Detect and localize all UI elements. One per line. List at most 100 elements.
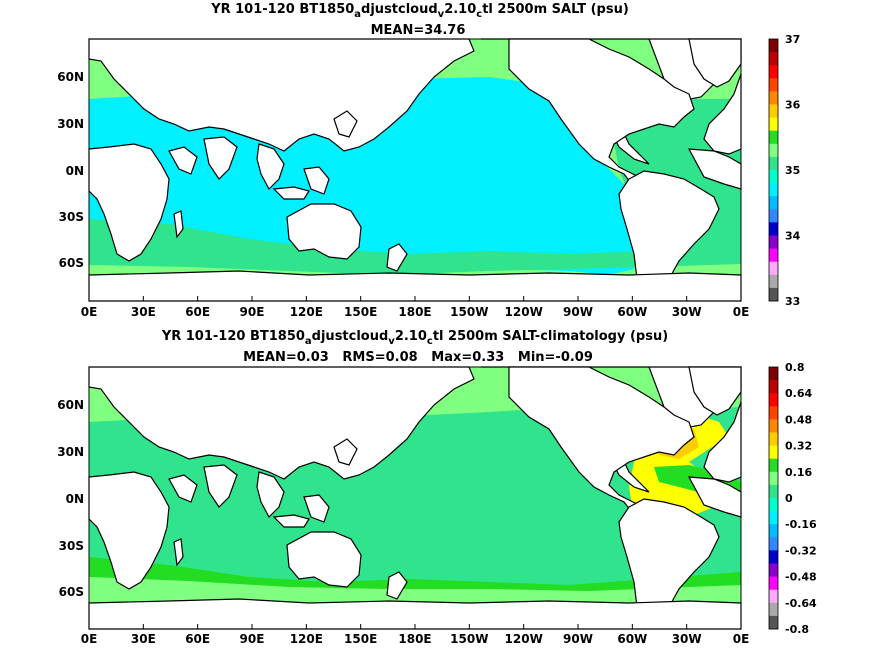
panel-2-colorbar-swatch bbox=[769, 484, 778, 499]
panel-2-colorbar-swatch bbox=[769, 458, 778, 473]
panel-1-colorbar-swatch bbox=[769, 117, 778, 131]
panel-2-xtick: 120W bbox=[505, 632, 543, 646]
panel-2-colorbar-label: -0.48 bbox=[785, 571, 817, 584]
panel-2-colorbar-swatch bbox=[769, 524, 778, 538]
panel-2-colorbar-swatch bbox=[769, 406, 778, 420]
panel-1-colorbar-swatch bbox=[769, 274, 778, 289]
panel-2-colorbar-label: 0 bbox=[785, 492, 793, 505]
panel-1-colorbar-swatch bbox=[769, 209, 778, 223]
panel-1-xtick: 60W bbox=[617, 305, 647, 319]
panel-1-colorbar-label: 33 bbox=[785, 295, 800, 308]
panel-2-colorbar: 0.8 0.64 0.48 0.32 0.16 0 -0.16 -0.32 -0.48 -0.64… bbox=[768, 361, 817, 636]
panel-1-xtick: 90E bbox=[240, 305, 265, 319]
panel-1-colorbar-swatch bbox=[769, 130, 778, 145]
panel-2-colorbar-swatch bbox=[769, 537, 778, 551]
panel-2-colorbar-swatch bbox=[769, 563, 778, 577]
panel-1-xtick: 0E bbox=[733, 305, 750, 319]
panel-1-colorbar-swatch bbox=[769, 196, 778, 210]
panel-2-colorbar-label: 0.64 bbox=[785, 387, 812, 400]
panel-2-colorbar-label: -0.32 bbox=[785, 544, 817, 557]
panel-1-southern-green bbox=[89, 219, 741, 275]
panel-1-x-axis: 0E 30E 60E 90E 120E 150E 180E 150W 120W 90W 60W 30W… bbox=[81, 296, 750, 319]
panel-2-colorbar-swatch bbox=[769, 419, 778, 433]
panel-2-xtick: 0E bbox=[81, 632, 98, 646]
panel-2-colorbar-swatch bbox=[769, 511, 778, 525]
panel-2-colorbar-swatch bbox=[769, 498, 778, 512]
panel-2-ytick: 60N bbox=[57, 398, 84, 412]
panel-2-colorbar-label: -0.16 bbox=[785, 518, 817, 531]
panel-2-colorbar-label: 0.48 bbox=[785, 413, 812, 426]
panel-2-xtick: 30W bbox=[672, 632, 702, 646]
panel-2-map bbox=[88, 366, 742, 630]
panel-2-xtick: 60E bbox=[185, 632, 210, 646]
panel-1-colorbar-label: 36 bbox=[785, 99, 801, 112]
panel-2-xtick: 0E bbox=[733, 632, 750, 646]
panel-2-xtick: 90E bbox=[240, 632, 265, 646]
panel-1-xtick: 60E bbox=[185, 305, 210, 319]
panel-2-ytick: 30N bbox=[57, 445, 84, 459]
panel-2: YR 101-120 BT1850adjustcloudv2.10ctl 250… bbox=[57, 329, 817, 646]
panel-1-colorbar-swatch bbox=[769, 222, 778, 236]
panel-2-colorbar-swatch bbox=[769, 445, 778, 459]
panel-2-southern-light-green bbox=[89, 577, 741, 603]
panel-2-colorbar-swatch bbox=[769, 550, 778, 564]
panel-1-y-axis: 60N 30N 0N 30S 60S bbox=[57, 70, 84, 270]
panel-2-xtick: 30E bbox=[131, 632, 156, 646]
panel-2-colorbar-swatch bbox=[769, 471, 778, 486]
panel-1-ytick: 60N bbox=[57, 70, 84, 84]
panel-1-colorbar-swatch bbox=[769, 183, 778, 197]
panel-1-xtick: 0E bbox=[81, 305, 98, 319]
panel-1-xtick: 150W bbox=[450, 305, 488, 319]
panel-1-xtick: 150E bbox=[344, 305, 377, 319]
panel-1-colorbar-swatch bbox=[769, 104, 778, 118]
panel-2-title: YR 101-120 BT1850adjustcloudv2.10ctl 250… bbox=[161, 329, 668, 347]
panel-1-colorbar-swatch bbox=[769, 78, 778, 92]
panel-2-colorbar-label: -0.64 bbox=[785, 597, 817, 610]
panel-2-colorbar-swatch bbox=[769, 380, 778, 394]
panel-2-colorbar-label: 0.32 bbox=[785, 440, 812, 453]
panel-1-colorbar-swatch bbox=[769, 39, 778, 53]
panel-1-ytick: 30S bbox=[59, 210, 84, 224]
panel-1-ytick: 60S bbox=[59, 256, 84, 270]
panel-2-xtick: 180E bbox=[398, 632, 431, 646]
panel-2-colorbar-label: 0.16 bbox=[785, 466, 812, 479]
panel-2-y-axis: 60N 30N 0N 30S 60S bbox=[57, 398, 84, 599]
panel-1-colorbar-swatch bbox=[769, 248, 778, 262]
panel-2-colorbar-swatch bbox=[769, 589, 778, 604]
panel-1-colorbar-swatch bbox=[769, 143, 778, 158]
panel-1-ytick: 30N bbox=[57, 117, 84, 131]
panel-1: YR 101-120 BT1850adjustcloudv2.10ctl 250… bbox=[57, 2, 800, 319]
panel-2-x-axis: 0E 30E 60E 90E 120E 150E 180E 150W 120W 90W 60W 30W… bbox=[81, 624, 750, 646]
panel-1-colorbar-swatch bbox=[769, 287, 778, 302]
panel-2-xtick: 150E bbox=[344, 632, 377, 646]
panel-2-colorbar-swatch bbox=[769, 393, 778, 407]
panel-1-title: YR 101-120 BT1850adjustcloudv2.10ctl 250… bbox=[210, 2, 629, 20]
panel-1-colorbar-label: 34 bbox=[785, 230, 801, 243]
panel-1-xtick: 120W bbox=[505, 305, 543, 319]
panel-2-colorbar-label: -0.8 bbox=[785, 623, 809, 636]
panel-1-xtick: 120E bbox=[290, 305, 323, 319]
panel-2-xtick: 120E bbox=[290, 632, 323, 646]
panel-1-colorbar-label: 37 bbox=[785, 33, 800, 46]
panel-2-colorbar-swatch bbox=[769, 602, 778, 617]
panel-1-xtick: 90W bbox=[563, 305, 593, 319]
panel-1-colorbar-swatch bbox=[769, 52, 778, 66]
panel-2-xtick: 60W bbox=[617, 632, 647, 646]
panel-1-ytick: 0N bbox=[66, 164, 84, 178]
panel-1-xtick: 180E bbox=[398, 305, 431, 319]
panel-1-colorbar-swatch bbox=[769, 156, 778, 171]
panel-2-ytick: 60S bbox=[59, 585, 84, 599]
panel-2-colorbar-swatch bbox=[769, 367, 778, 381]
panel-1-colorbar-swatch bbox=[769, 261, 778, 276]
panel-2-colorbar-swatch bbox=[769, 615, 778, 630]
panel-1-colorbar: 37 36 35 34 33 bbox=[768, 33, 801, 308]
panel-2-ytick: 30S bbox=[59, 539, 84, 553]
panel-1-map bbox=[88, 38, 742, 302]
panel-2-colorbar-swatch bbox=[769, 576, 778, 590]
panel-1-colorbar-swatch bbox=[769, 65, 778, 79]
panel-2-colorbar-label: 0.8 bbox=[785, 361, 805, 374]
panel-2-ytick: 0N bbox=[66, 492, 84, 506]
panel-2-stats: MEAN=0.03 RMS=0.08 Max=0.33 Min=-0.09 bbox=[243, 350, 593, 365]
panel-2-xtick: 90W bbox=[563, 632, 593, 646]
